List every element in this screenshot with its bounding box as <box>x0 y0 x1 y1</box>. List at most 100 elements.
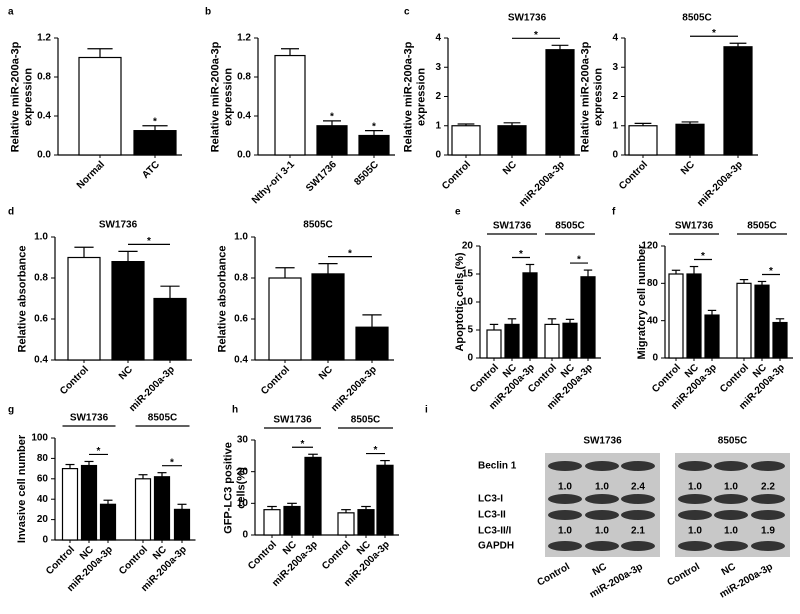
group-label: 8505C <box>718 436 747 447</box>
y-tick-label: 60 <box>37 473 49 484</box>
y-axis-label: Relative absorbance <box>15 245 28 352</box>
significance-star: * <box>330 112 334 123</box>
x-tick-label: Control <box>536 561 572 588</box>
significance-star: * <box>372 121 376 132</box>
x-tick-label: Control <box>666 561 702 588</box>
bar <box>497 125 527 156</box>
significance-star: * <box>712 28 716 39</box>
x-tick-label: Control <box>650 362 683 395</box>
bar <box>274 54 306 156</box>
bar <box>772 321 788 359</box>
y-tick-label: 0.8 <box>37 72 51 83</box>
significance-star: * <box>577 255 581 266</box>
row-label: GAPDH <box>478 541 514 552</box>
y-tick-label: 3 <box>435 62 441 73</box>
bar <box>311 273 345 361</box>
x-tick-label: Control <box>246 539 279 572</box>
y-tick-label: 0.8 <box>234 273 248 284</box>
blot-band <box>678 494 712 504</box>
bar <box>754 284 770 359</box>
blot-band <box>714 541 748 551</box>
y-tick-label: 0 <box>612 150 618 161</box>
x-tick-label: Control <box>58 364 91 397</box>
group-label: SW1736 <box>583 436 622 447</box>
data-label: 1.0 <box>558 526 572 537</box>
bar <box>358 134 390 156</box>
y-tick-label: 20 <box>237 466 249 477</box>
significance-star: * <box>348 248 352 259</box>
significance-star: * <box>769 266 773 277</box>
x-tick-label: NC <box>591 561 609 578</box>
y-tick-label: 0 <box>435 150 441 161</box>
data-label: 2.1 <box>631 526 645 537</box>
blot-band <box>751 461 785 471</box>
group-label: 8505C <box>351 415 380 426</box>
x-tick-label: Normal <box>75 159 107 191</box>
y-tick-label: 0.4 <box>237 111 251 122</box>
blot-band <box>621 541 655 551</box>
panel-letter: f <box>612 207 616 218</box>
y-axis-label: Apoptotic cells (%) <box>453 252 466 352</box>
blot-band <box>714 494 748 504</box>
x-tick-label: Control <box>117 544 150 577</box>
panel-letter: h <box>232 405 238 416</box>
x-tick-label: NC <box>317 364 335 382</box>
y-tick-label: 120 <box>641 241 658 252</box>
group-label: 8505C <box>747 221 776 232</box>
significance-star: * <box>519 249 523 260</box>
x-tick-label: Control <box>44 544 77 577</box>
y-tick-label: 10 <box>237 498 249 509</box>
x-tick-label: NC <box>679 159 697 177</box>
y-tick-label: 0.6 <box>234 314 248 325</box>
bar <box>723 46 753 156</box>
y-tick-label: 0.8 <box>237 72 251 83</box>
blot-band <box>751 494 785 504</box>
blot-band <box>621 461 655 471</box>
y-tick-label: 10 <box>462 297 474 308</box>
x-tick-label: Control <box>440 159 473 192</box>
blot-band <box>585 541 619 551</box>
group-label: SW1736 <box>675 221 714 232</box>
row-label: LC3-II <box>478 510 506 521</box>
y-tick-label: 0.4 <box>37 111 51 122</box>
blot-band <box>714 461 748 471</box>
bar <box>357 509 375 536</box>
bar <box>304 456 322 536</box>
significance-star: * <box>301 439 305 450</box>
blot-band <box>678 510 712 520</box>
significance-star: * <box>97 446 101 457</box>
bar <box>268 277 302 361</box>
y-axis-label: Migratory cell number <box>635 244 648 360</box>
blot-band <box>621 494 655 504</box>
bar <box>451 125 481 156</box>
chart-title: SW1736 <box>99 220 138 231</box>
x-tick-label: SW1736 <box>304 159 339 194</box>
y-tick-label: 1.2 <box>237 33 251 44</box>
bar <box>67 256 101 361</box>
row-label: Beclin 1 <box>478 461 517 472</box>
bar <box>61 468 79 541</box>
x-tick-label: NC <box>720 561 738 578</box>
y-tick-label: 0.8 <box>34 273 48 284</box>
bar <box>283 505 301 536</box>
panel-letter: d <box>8 207 14 218</box>
bar <box>153 476 171 541</box>
group-label: SW1736 <box>273 415 312 426</box>
y-axis-label: Relative miR-200a-3p expression <box>9 41 34 152</box>
bar <box>337 512 355 536</box>
significance-star: * <box>701 251 705 262</box>
x-tick-label: Nthy-ori 3-1 <box>250 159 297 206</box>
row-label: LC3-I <box>478 494 503 505</box>
y-axis-label: Relative absorbance <box>215 245 228 352</box>
y-tick-label: 40 <box>37 494 49 505</box>
group-label: 8505C <box>148 413 177 424</box>
panel-letter: c <box>404 7 410 18</box>
bar <box>78 56 122 156</box>
y-tick-label: 5 <box>467 325 473 336</box>
data-label: 1.0 <box>688 526 702 537</box>
data-label: 1.0 <box>595 482 609 493</box>
y-tick-label: 80 <box>647 278 659 289</box>
bar <box>545 49 575 156</box>
y-tick-label: 0 <box>242 530 248 541</box>
